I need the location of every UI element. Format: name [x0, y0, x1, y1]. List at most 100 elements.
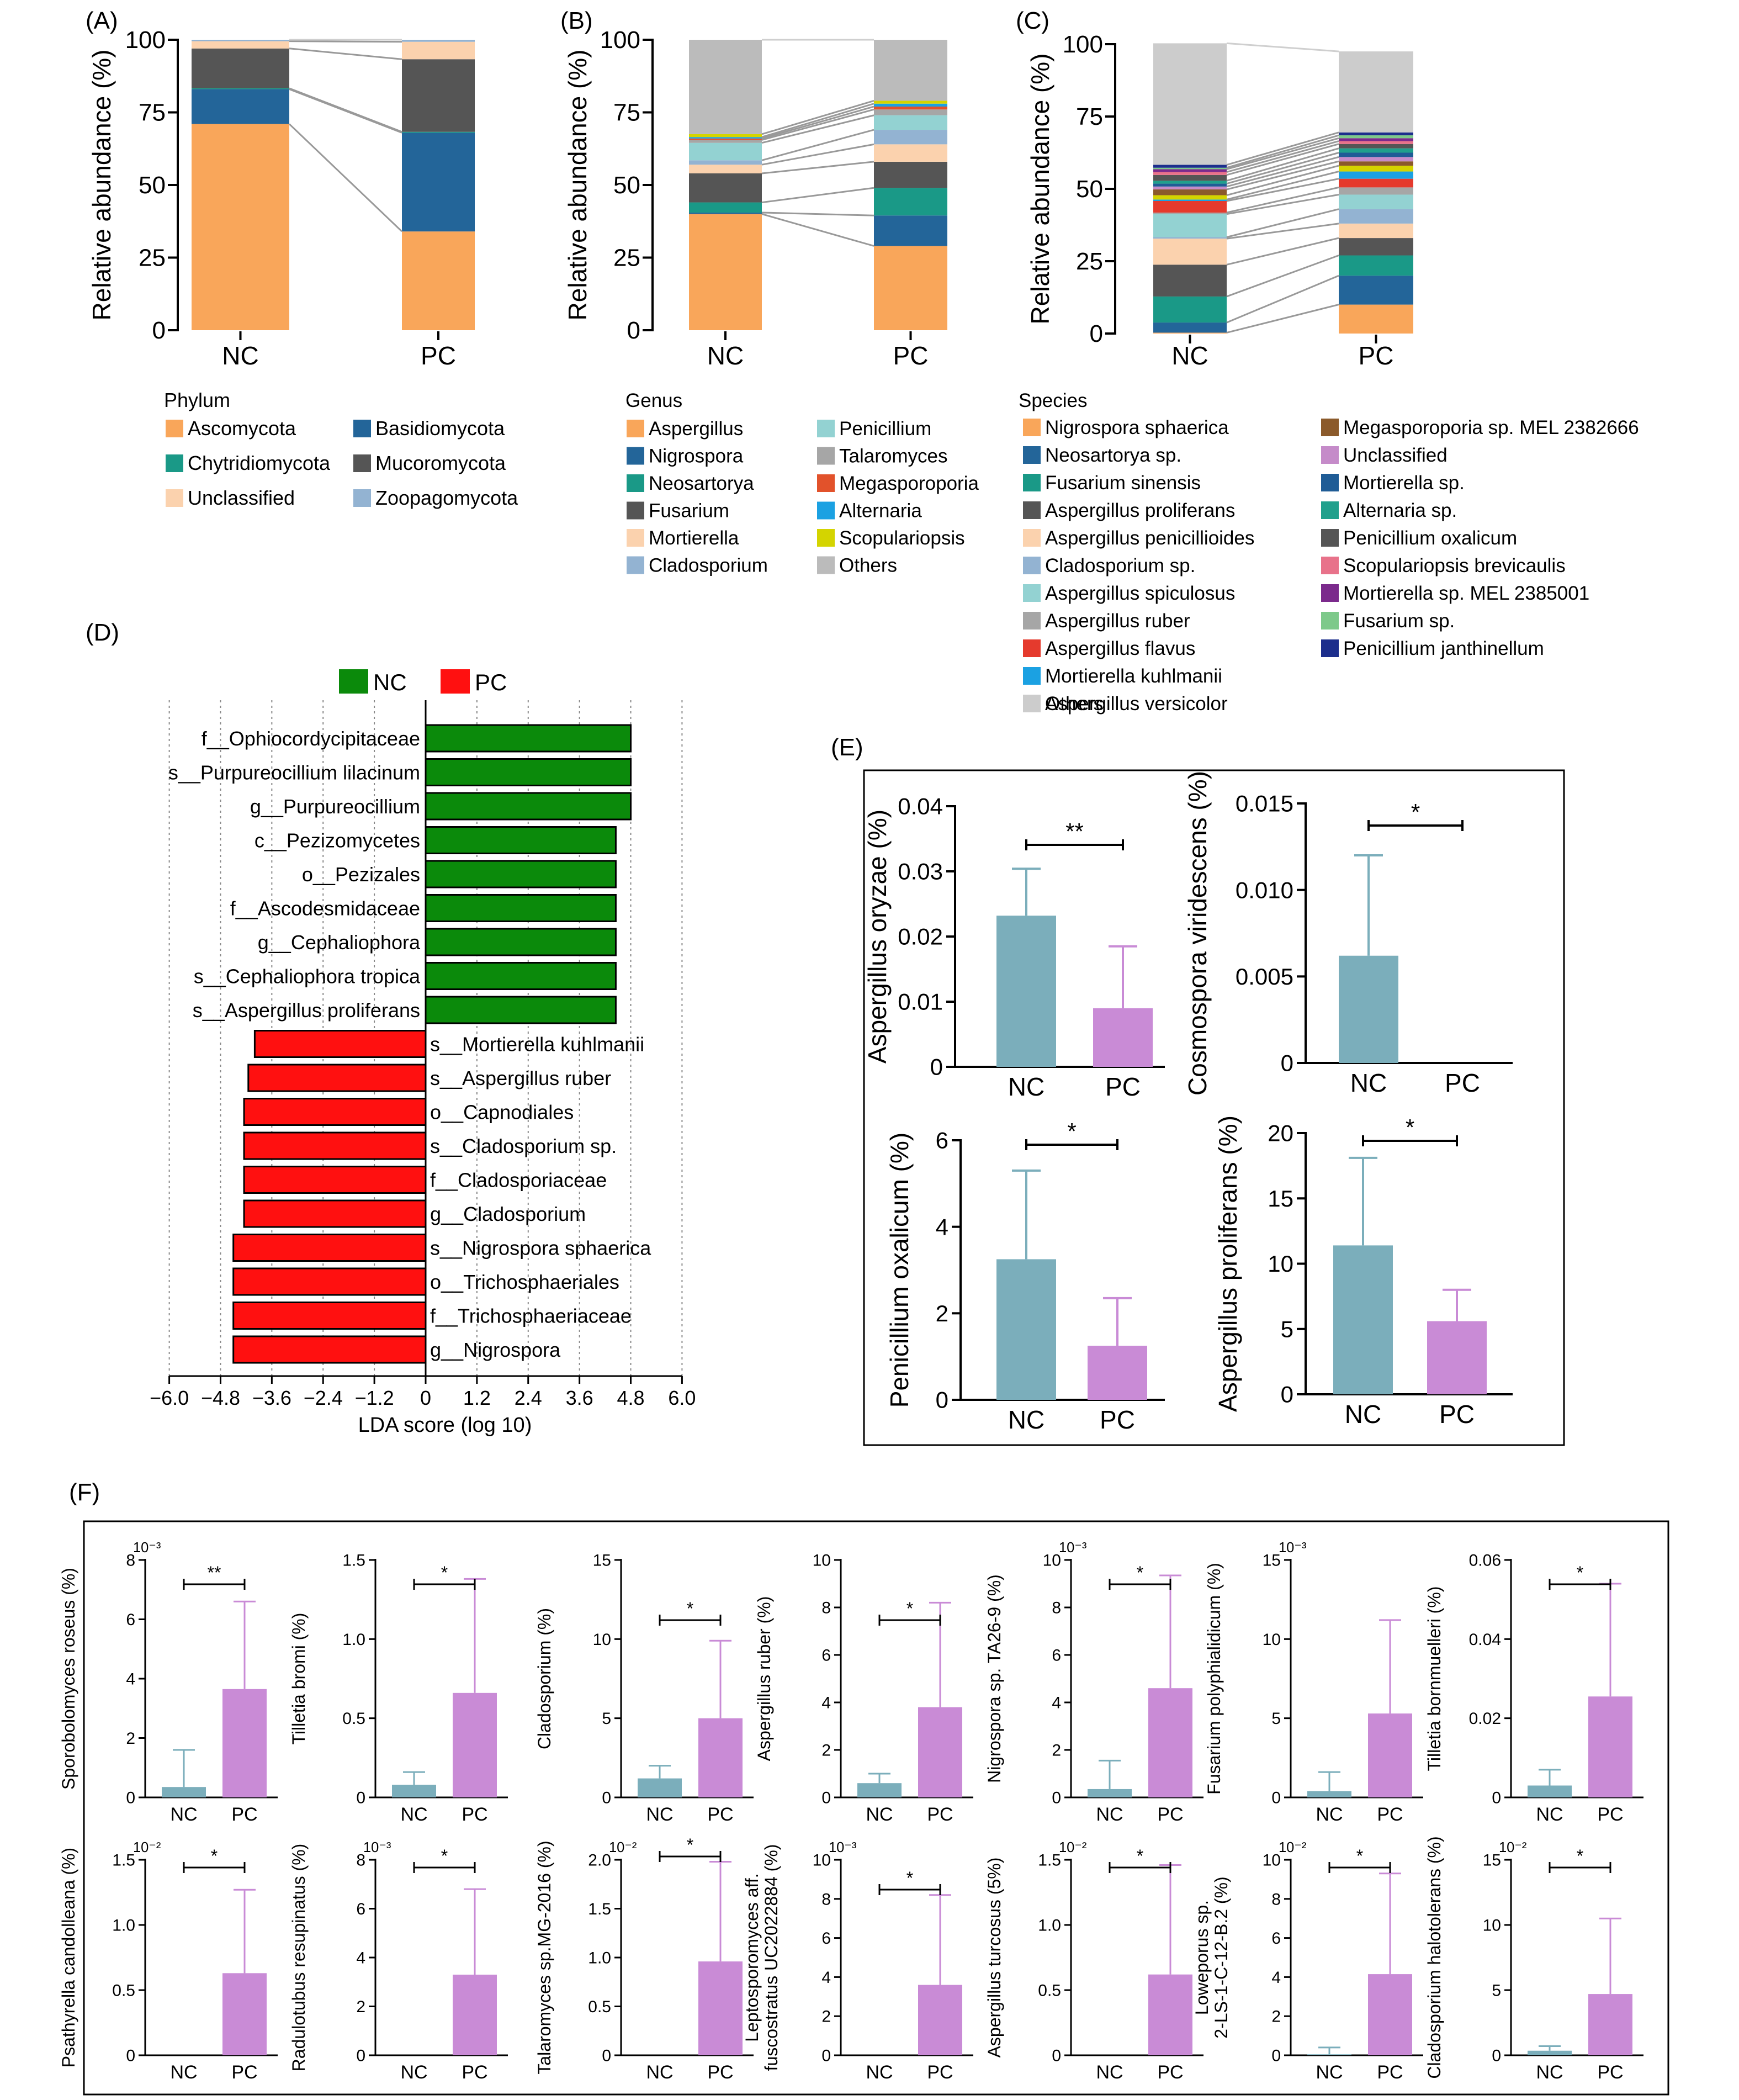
y-tick-label: 0.01: [898, 989, 943, 1015]
y-tick-label: 4: [1271, 1969, 1281, 1987]
stacked-bar-charts: 0 25 50 75 100 Relative abundance (%) NC PC Phyl…: [87, 27, 1639, 715]
lda-bar: [232, 1234, 427, 1262]
legend-swatch: [627, 529, 644, 547]
connector-line: [1226, 165, 1339, 196]
y-axis-label: Cosmospora viridescens (%): [1183, 771, 1212, 1096]
y-tick-label: 0.5: [112, 1982, 135, 2000]
bar-segment-alternaria-sp-: [1339, 148, 1413, 153]
significance-marker: *: [441, 1563, 448, 1583]
bar-segment-scopulariopsis-brevicaulis: [1339, 141, 1413, 144]
y-tick-label: 10: [1043, 1552, 1061, 1570]
legend-label: Mucoromycota: [375, 452, 506, 474]
bar-nc: [1088, 1789, 1132, 1797]
y-tick-label: 4: [356, 1949, 365, 1967]
stacked-chart-A: 0 25 50 75 100 Relative abundance (%) NC PC Phyl…: [87, 27, 518, 509]
legend-label: Unclassified: [188, 486, 295, 509]
y-tick-label: 5: [1271, 1710, 1281, 1728]
bar-segment-mortierella: [689, 165, 762, 173]
legend-label: Scopulariopsis: [839, 527, 965, 549]
bar-segment-mortierella-sp-: [1339, 152, 1413, 157]
legend-title: Species: [1019, 390, 1088, 411]
x-tick-label: −6.0: [150, 1387, 189, 1409]
lda-bar-label: g__Cephaliophora: [258, 931, 421, 954]
legend-swatch: [1321, 557, 1339, 574]
bar-segment-aspergillus-proliferans: [1339, 238, 1413, 256]
y-tick-label: 4: [821, 1969, 831, 1987]
bar-segment-aspergillus-proliferans: [1153, 265, 1227, 297]
subplot: 0 0.5 1.0 1.510⁻² Psathyrella candolleana (%…: [59, 1840, 278, 2083]
legend-title: Phylum: [164, 389, 230, 411]
x-tick-label: NC: [646, 1804, 673, 1825]
y-tick-label: 8: [821, 1890, 831, 1908]
y-tick-label: 0: [930, 1054, 943, 1080]
legend-swatch: [1321, 529, 1339, 547]
lda-bar: [425, 928, 617, 956]
bar-nc: [996, 1259, 1056, 1400]
bar-segment-scopulariopsis: [874, 100, 947, 104]
x-tick-label: PC: [1377, 1804, 1403, 1825]
bar-segment-fusarium-sp-: [1153, 167, 1227, 170]
legend-label: Megasporoporia: [839, 473, 979, 494]
legend-label: Neosartorya: [649, 473, 754, 494]
significance-marker: *: [1356, 1846, 1363, 1866]
lda-bar: [425, 894, 617, 922]
legend-swatch: [1023, 667, 1041, 685]
y-tick-label: 5: [1281, 1316, 1293, 1342]
legend-label: PC: [475, 669, 507, 695]
y-tick-label: 2: [356, 1998, 365, 2016]
legend-label: Nigrospora: [649, 446, 744, 467]
bar-segment-scopulariopsis: [689, 134, 762, 137]
significance-marker: *: [211, 1846, 218, 1866]
x-tick-label: NC: [1536, 1804, 1563, 1825]
significance-marker: **: [208, 1563, 221, 1583]
bar-pc: [698, 1718, 743, 1797]
connector-line: [761, 143, 874, 166]
y-tick-label: 25: [1076, 248, 1103, 275]
lda-bar-label: o__Trichosphaeriales: [430, 1271, 619, 1293]
y-tick-label: 0: [1271, 1789, 1281, 1807]
lda-bar: [425, 860, 617, 888]
lda-bar-label: g__Nigrospora: [430, 1339, 561, 1361]
lda-bar: [253, 1030, 427, 1058]
connector-line: [1226, 137, 1339, 170]
legend-swatch: [1023, 639, 1041, 657]
y-tick-label: 10: [593, 1631, 611, 1649]
y-tick-label: 10: [1483, 1917, 1501, 1935]
bar-segment-nigrospora-sphaerica: [1339, 304, 1413, 334]
legend-label: Penicillium: [839, 418, 931, 440]
y-tick-label: 25: [613, 245, 640, 272]
subplot: 0 0.5 1.0 1.5 2.010⁻² Talaromyces sp.MG-2016 …: [534, 1835, 754, 2083]
connector-line: [1226, 134, 1339, 169]
legend-swatch: [627, 556, 644, 574]
y-tick-label: 0: [602, 1789, 611, 1807]
legend-swatch: [817, 501, 835, 520]
x-tick-label: PC: [927, 2062, 953, 2083]
bar-pc: [453, 1692, 497, 1797]
legend-swatch: [1321, 419, 1339, 436]
y-axis-label: Aspergillus ruber (%): [754, 1596, 774, 1762]
lda-bar: [425, 724, 632, 753]
bar-nc: [1307, 1791, 1351, 1797]
x-tick-label: PC: [421, 341, 456, 370]
lda-bar-label: s__Cladosporium sp.: [430, 1135, 617, 1157]
axis-exponent: 10⁻²: [133, 1840, 161, 1855]
legend-label: Nigrospora sphaerica: [1045, 417, 1229, 438]
subplot: 0 2 4 6 810⁻³ Radulotubus resupinatus (%) NC PC…: [289, 1840, 508, 2083]
bar-pc: [698, 1961, 743, 2055]
axis-exponent: 10⁻³: [1059, 1540, 1086, 1556]
bar-segment-mortierella-sp-mel-2385001: [1339, 138, 1413, 141]
panel-label-a: (A): [86, 7, 118, 34]
legend-swatch: [817, 474, 835, 492]
panel-f-border: [83, 1520, 1669, 2096]
lda-bar: [247, 1064, 427, 1092]
legend-label: Aspergillus versicolor: [1045, 693, 1228, 715]
y-axis-label: Nigrospora sp. TA26-9 (%): [984, 1574, 1004, 1783]
significance-marker: *: [1406, 1114, 1414, 1140]
x-tick-label: PC: [231, 2062, 257, 2083]
connector-line: [761, 213, 874, 247]
bar-pc: [222, 1689, 267, 1797]
legend-swatch: [627, 447, 644, 465]
legend-swatch: [166, 454, 183, 472]
